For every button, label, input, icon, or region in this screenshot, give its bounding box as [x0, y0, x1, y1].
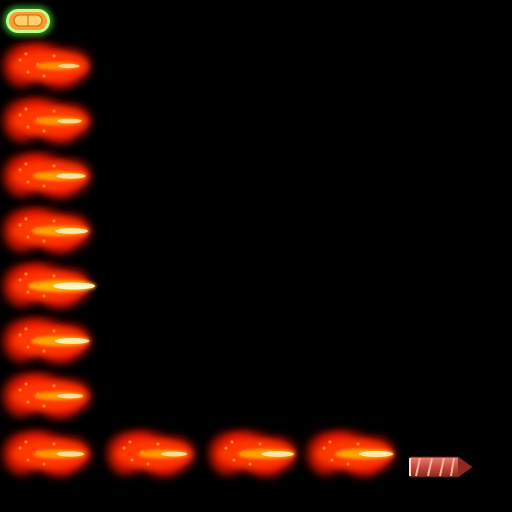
rocket-exhaust-flame-icon: [4, 432, 90, 476]
flame-frames: [4, 44, 394, 476]
rocket-exhaust-flame-icon: [4, 209, 90, 253]
rocket-exhaust-flame-icon: [4, 99, 90, 143]
rocket-exhaust-flame-icon: [4, 319, 90, 363]
pill-capsule-icon: [3, 6, 53, 36]
rocket-exhaust-flame-icon: [4, 44, 90, 88]
rocket-exhaust-flame-icon: [210, 432, 296, 476]
rocket-exhaust-flame-icon: [308, 432, 394, 476]
rocket-exhaust-flame-icon: [108, 432, 194, 476]
rocket-exhaust-flame-icon: [4, 264, 96, 308]
rocket-exhaust-flame-icon: [4, 154, 90, 198]
rocket-missile-icon: [409, 456, 473, 478]
rocket-exhaust-flame-icon: [4, 374, 90, 418]
